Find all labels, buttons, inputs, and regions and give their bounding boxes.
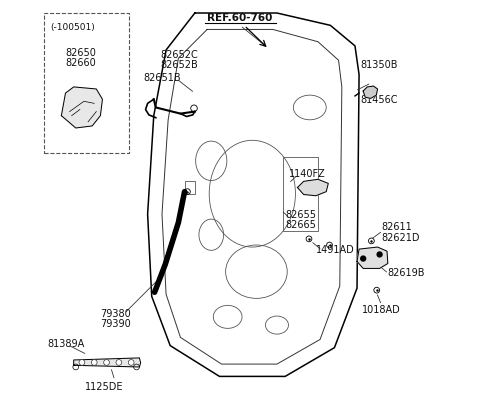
Text: 81456C: 81456C — [361, 95, 398, 105]
Text: 1018AD: 1018AD — [362, 304, 401, 314]
Text: 82621D: 82621D — [382, 233, 420, 243]
Bar — [185, 181, 195, 194]
Text: 82611: 82611 — [382, 222, 412, 232]
Circle shape — [360, 256, 366, 261]
Text: 82665: 82665 — [285, 220, 316, 230]
Text: 82652B: 82652B — [160, 60, 198, 70]
Circle shape — [128, 360, 134, 365]
Text: 1491AD: 1491AD — [316, 245, 355, 255]
Text: 82651B: 82651B — [144, 73, 181, 82]
Text: 79390: 79390 — [100, 319, 131, 329]
Polygon shape — [357, 247, 388, 268]
Text: 82660: 82660 — [65, 58, 96, 68]
Text: 82652C: 82652C — [160, 50, 198, 60]
Circle shape — [116, 360, 122, 365]
Polygon shape — [363, 86, 378, 98]
Bar — [44, 13, 129, 152]
Text: 79380: 79380 — [100, 309, 131, 318]
Text: 81350B: 81350B — [361, 60, 398, 70]
Bar — [283, 157, 318, 231]
Circle shape — [104, 360, 109, 365]
Text: 1140FZ: 1140FZ — [289, 169, 326, 179]
Text: REF.60-760: REF.60-760 — [207, 13, 273, 23]
Text: (-100501): (-100501) — [50, 23, 95, 32]
Circle shape — [377, 252, 382, 257]
Polygon shape — [74, 358, 141, 367]
Text: 82619B: 82619B — [388, 267, 425, 278]
Polygon shape — [61, 87, 102, 128]
Polygon shape — [298, 179, 328, 196]
Text: 82650: 82650 — [65, 48, 96, 58]
Circle shape — [79, 360, 85, 365]
Text: 1125DE: 1125DE — [85, 382, 124, 392]
Text: 81389A: 81389A — [47, 339, 84, 349]
Text: 82655: 82655 — [285, 210, 316, 220]
Circle shape — [91, 360, 97, 365]
